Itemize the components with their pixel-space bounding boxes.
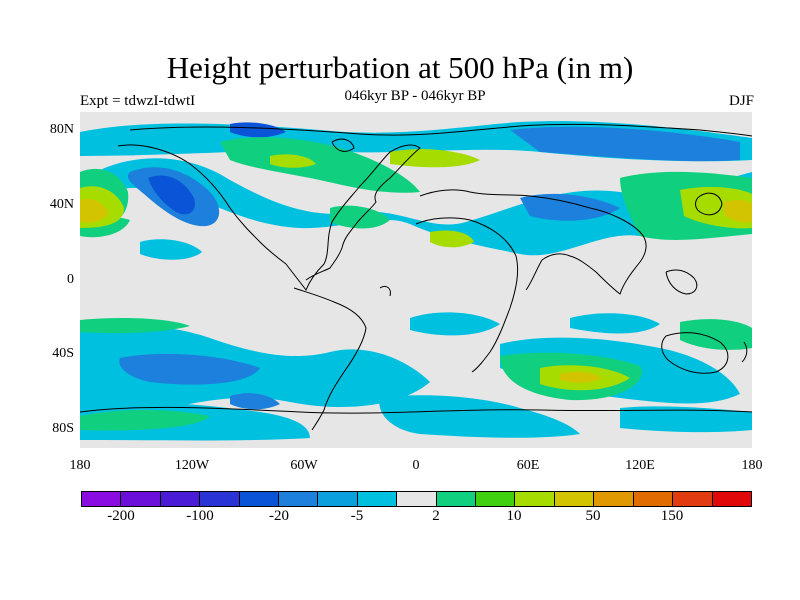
colorbar-swatch [121,492,161,506]
colorbar-swatch [82,492,122,506]
colorbar-swatch [673,492,713,506]
lat-label-0: 0 [67,272,74,287]
colorbar-swatch [160,492,201,506]
colorbar-swatch [318,492,358,506]
colorbar-swatch [476,492,516,506]
colorbar-label: -20 [269,508,289,524]
colorbar-label: 150 [660,508,684,524]
colorbar-label: -200 [107,508,135,524]
colorbar [81,491,752,507]
contour-map [80,112,752,448]
lat-label-40s: 40S [52,346,74,361]
figure-subtitle: 046kyr BP - 046kyr BP [344,88,486,104]
colorbar-swatch [239,492,280,506]
colorbar-label: -5 [350,508,364,524]
lon-label-180e: 180 [741,458,763,473]
colorbar-label: -100 [186,508,214,524]
colorbar-swatch [200,492,240,506]
deep-blue-contour-fields [148,122,286,215]
colorbar-swatch [279,492,319,506]
colorbar-swatch [712,492,751,506]
lon-label-120w: 120W [174,458,210,473]
colorbar-swatch [594,492,634,506]
map-panel [80,112,752,448]
orange-contour-fields [80,198,752,383]
colorbar-swatch [554,492,595,506]
lat-label-80n: 80N [49,122,74,137]
lon-label-120e: 120E [625,458,655,473]
lat-label-80s: 80S [52,421,74,436]
coastlines [80,123,752,431]
colorbar-label: 50 [585,508,601,524]
colorbar-label: 10 [506,508,522,524]
colorbar-swatch [397,492,437,506]
colorbar-swatch [633,492,674,506]
colorbar-swatch [357,492,398,506]
lat-label-40n: 40N [49,197,74,212]
season-label: DJF [728,93,754,109]
colorbar-label: 2 [432,508,440,524]
lon-label-0: 0 [412,458,420,473]
lon-label-180w: 180 [69,458,91,473]
experiment-label: Expt = tdwzI-tdwtI [80,93,196,109]
lon-label-60w: 60W [290,458,318,473]
figure-title: Height perturbation at 500 hPa (in m) [166,50,634,85]
lon-label-60e: 60E [516,458,540,473]
colorbar-swatch [515,492,555,506]
blue-contour-fields [119,126,740,410]
colorbar-swatch [436,492,477,506]
